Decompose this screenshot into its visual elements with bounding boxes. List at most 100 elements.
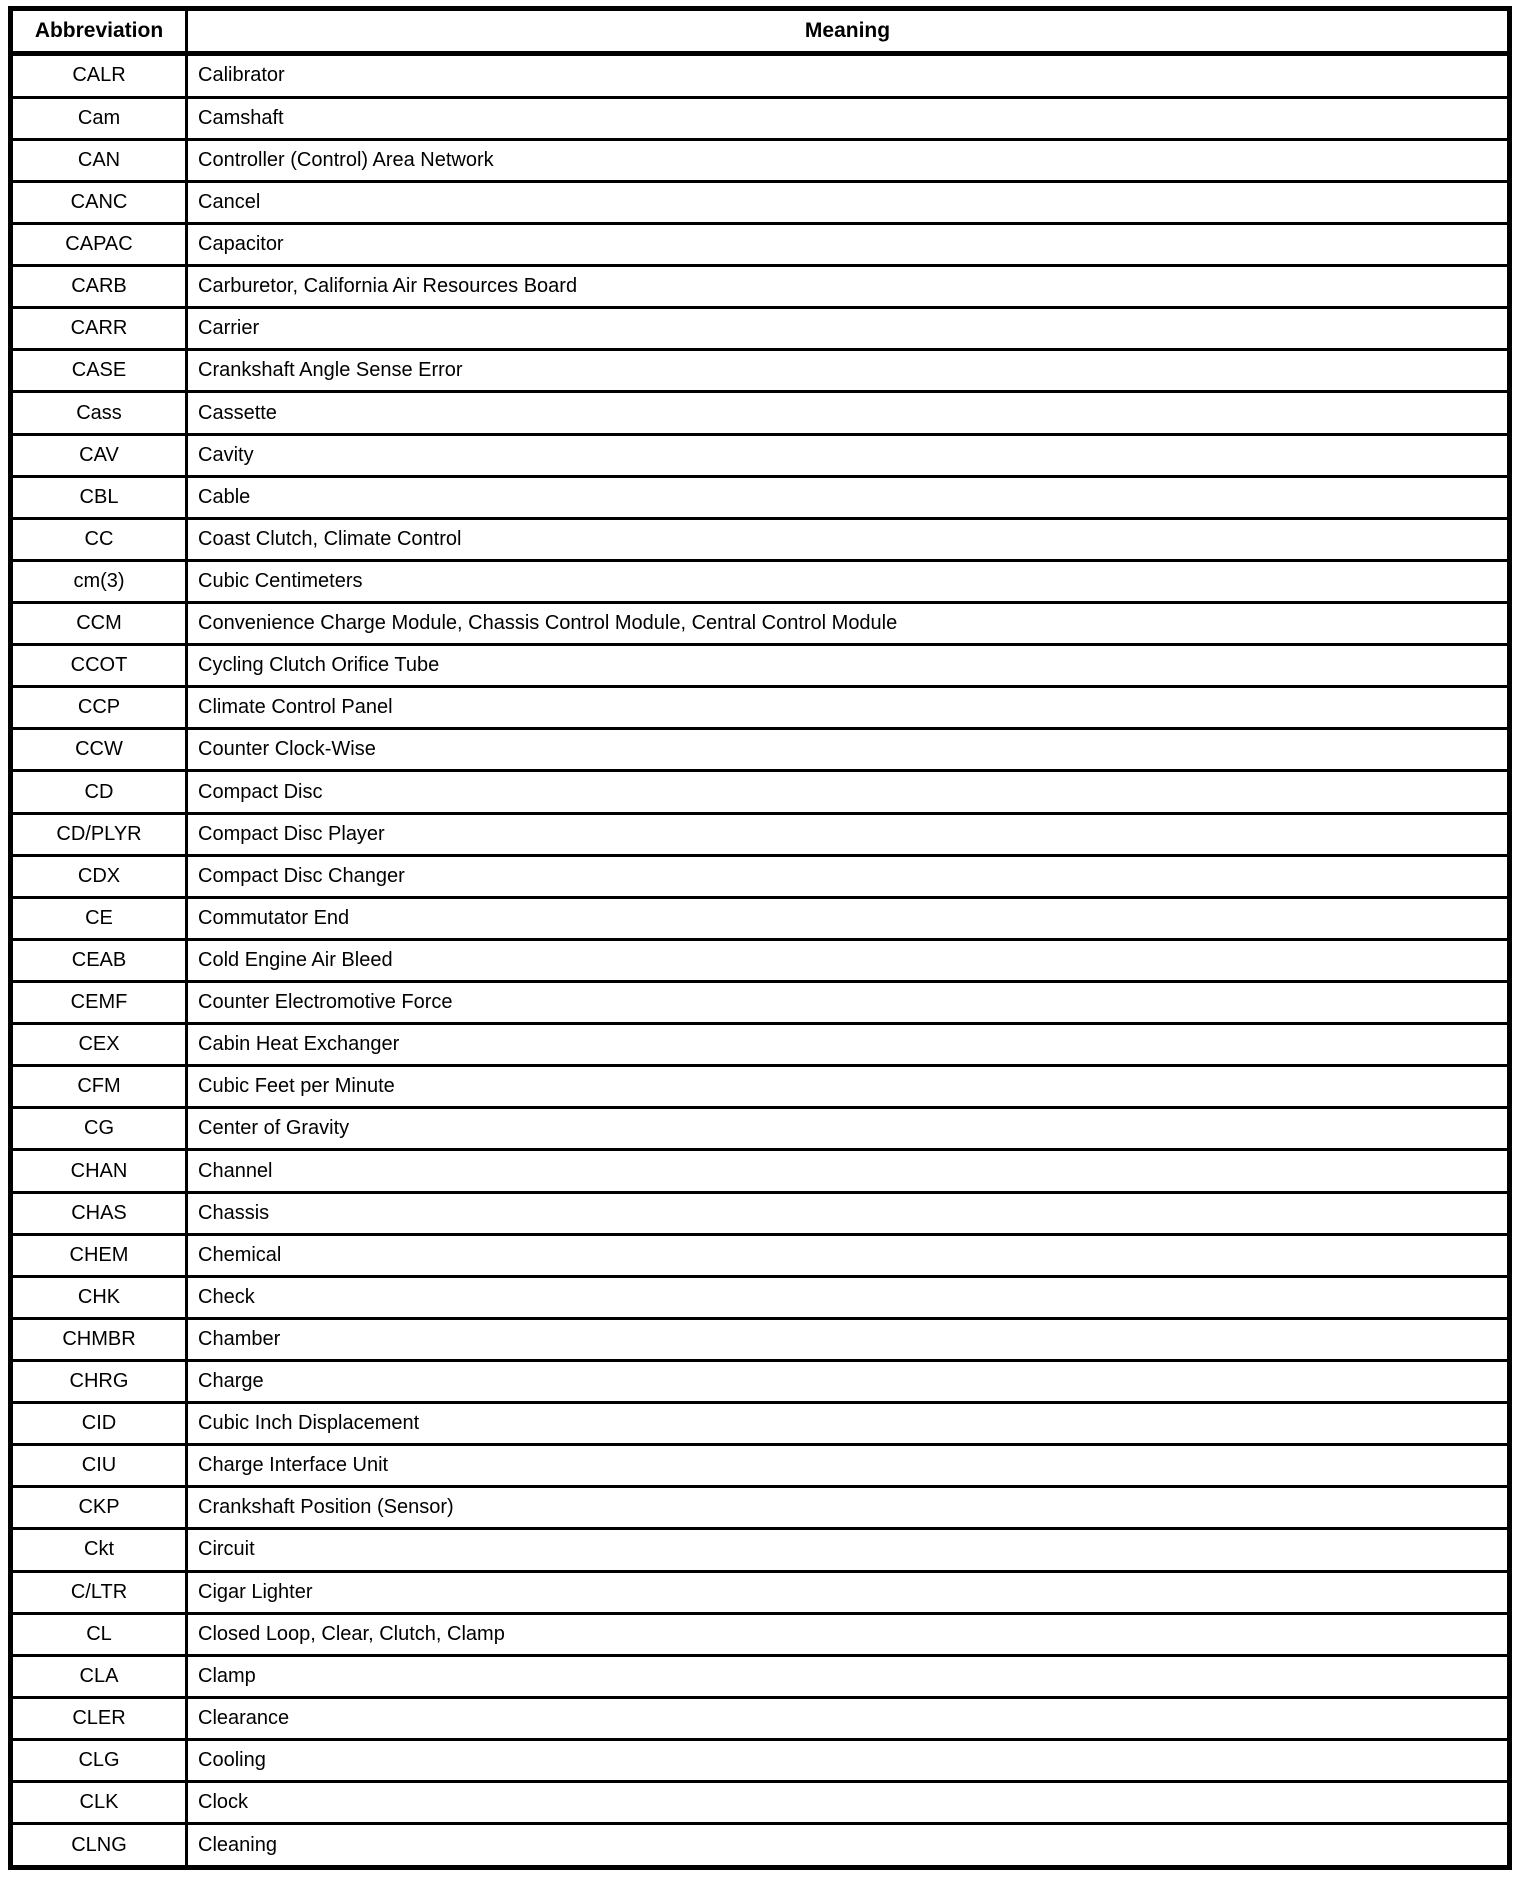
abbreviation-cell: cm(3) xyxy=(9,558,188,605)
abbreviation-cell: CCOT xyxy=(9,643,188,689)
meaning-cell: Counter Clock-Wise xyxy=(185,727,1511,773)
meaning-cell: Controller (Control) Area Network xyxy=(185,137,1511,183)
table-row: Ckt Circuit xyxy=(9,1527,1511,1573)
table-row: CHAN Channel xyxy=(9,1148,1511,1194)
abbreviation-cell: CLA xyxy=(9,1653,188,1699)
table-body: CALR Calibrator Cam Camshaft CAN Control… xyxy=(9,52,1511,1869)
meaning-cell: Cooling xyxy=(185,1737,1511,1784)
abbreviation-cell: CHK xyxy=(9,1274,188,1320)
table-row: CC Coast Clutch, Climate Control xyxy=(9,516,1511,562)
table-row: CASE Crankshaft Angle Sense Error xyxy=(9,348,1511,394)
abbreviation-cell: CHAS xyxy=(9,1190,188,1236)
table-row: CEX Cabin Heat Exchanger xyxy=(9,1022,1511,1068)
table-row: CKP Crankshaft Position (Sensor) xyxy=(9,1485,1511,1531)
meaning-cell: Capacitor xyxy=(185,222,1511,268)
table-row: CHK Check xyxy=(9,1274,1511,1320)
meaning-cell: Cassette xyxy=(185,390,1511,436)
table-row: CALR Calibrator xyxy=(9,52,1511,99)
meaning-cell: Climate Control Panel xyxy=(185,685,1511,731)
abbreviation-cell: CEAB xyxy=(9,937,188,984)
abbreviation-cell: CD/PLYR xyxy=(9,811,188,857)
abbreviation-cell: CFM xyxy=(9,1064,188,1110)
abbreviation-cell: CARR xyxy=(9,306,188,352)
table-row: C/LTR Cigar Lighter xyxy=(9,1569,1511,1615)
abbreviation-cell: CAV xyxy=(9,432,188,478)
table-row: CAV Cavity xyxy=(9,432,1511,478)
table-row: CDX Compact Disc Changer xyxy=(9,853,1511,899)
meaning-cell: Calibrator xyxy=(185,52,1511,99)
table-row: CL Closed Loop, Clear, Clutch, Clamp xyxy=(9,1611,1511,1657)
abbreviation-cell: Cam xyxy=(9,95,188,141)
meaning-cell: Chamber xyxy=(185,1316,1511,1363)
table-row: CG Center of Gravity xyxy=(9,1106,1511,1152)
abbreviation-cell: CHMBR xyxy=(9,1316,188,1363)
meaning-cell: Crankshaft Angle Sense Error xyxy=(185,348,1511,394)
abbreviation-cell: CL xyxy=(9,1611,188,1657)
meaning-cell: Circuit xyxy=(185,1527,1511,1573)
abbreviation-cell: CHAN xyxy=(9,1148,188,1194)
table-row: CLA Clamp xyxy=(9,1653,1511,1699)
meaning-cell: Chemical xyxy=(185,1232,1511,1278)
abbreviation-cell: CDX xyxy=(9,853,188,899)
meaning-cell: Counter Electromotive Force xyxy=(185,980,1511,1026)
meaning-cell: Compact Disc xyxy=(185,769,1511,815)
abbreviation-cell: CANC xyxy=(9,179,188,226)
abbreviation-cell: CG xyxy=(9,1106,188,1152)
abbreviation-cell: CLNG xyxy=(9,1822,188,1869)
abbreviation-cell: CLK xyxy=(9,1780,188,1826)
meaning-cell: Cigar Lighter xyxy=(185,1569,1511,1615)
meaning-cell: Compact Disc Changer xyxy=(185,853,1511,899)
abbreviation-cell: CIU xyxy=(9,1443,188,1489)
meaning-cell: Carrier xyxy=(185,306,1511,352)
meaning-cell: Cubic Centimeters xyxy=(185,558,1511,605)
abbreviations-table: Abbreviation Meaning CALR Calibrator Cam… xyxy=(8,6,1512,1870)
meaning-cell: Chassis xyxy=(185,1190,1511,1236)
table-row: CCM Convenience Charge Module, Chassis C… xyxy=(9,601,1511,647)
abbreviation-cell: CCW xyxy=(9,727,188,773)
table-row: CAPAC Capacitor xyxy=(9,222,1511,268)
meaning-cell: Cleaning xyxy=(185,1822,1511,1869)
table-row: Cam Camshaft xyxy=(9,95,1511,141)
table-row: cm(3) Cubic Centimeters xyxy=(9,558,1511,605)
table-row: CCW Counter Clock-Wise xyxy=(9,727,1511,773)
meaning-cell: Cancel xyxy=(185,179,1511,226)
table-row: CD/PLYR Compact Disc Player xyxy=(9,811,1511,857)
table-row: CHMBR Chamber xyxy=(9,1316,1511,1363)
abbreviation-cell: CID xyxy=(9,1401,188,1447)
abbreviation-cell: CASE xyxy=(9,348,188,394)
abbreviation-cell: CEMF xyxy=(9,980,188,1026)
table-row: CFM Cubic Feet per Minute xyxy=(9,1064,1511,1110)
meaning-cell: Clamp xyxy=(185,1653,1511,1699)
meaning-cell: Cubic Inch Displacement xyxy=(185,1401,1511,1447)
table-row: CCP Climate Control Panel xyxy=(9,685,1511,731)
meaning-cell: Cable xyxy=(185,474,1511,520)
column-header-abbreviation: Abbreviation xyxy=(9,7,188,56)
abbreviation-cell: CKP xyxy=(9,1485,188,1531)
table-row: CCOT Cycling Clutch Orifice Tube xyxy=(9,643,1511,689)
abbreviation-cell: CCP xyxy=(9,685,188,731)
abbreviation-cell: CHRG xyxy=(9,1358,188,1405)
table-row: CARR Carrier xyxy=(9,306,1511,352)
table-row: CLNG Cleaning xyxy=(9,1822,1511,1869)
table-row: CHAS Chassis xyxy=(9,1190,1511,1236)
abbreviation-cell: CC xyxy=(9,516,188,562)
table-row: CARB Carburetor, California Air Resource… xyxy=(9,264,1511,310)
table-row: CIU Charge Interface Unit xyxy=(9,1443,1511,1489)
table-row: CLER Clearance xyxy=(9,1695,1511,1741)
table-row: CID Cubic Inch Displacement xyxy=(9,1401,1511,1447)
column-header-meaning: Meaning xyxy=(185,7,1511,56)
abbreviation-cell: CARB xyxy=(9,264,188,310)
abbreviation-cell: CE xyxy=(9,895,188,941)
table-row: CANC Cancel xyxy=(9,179,1511,226)
abbreviation-cell: CALR xyxy=(9,52,188,99)
table-row: CHEM Chemical xyxy=(9,1232,1511,1278)
meaning-cell: Cavity xyxy=(185,432,1511,478)
meaning-cell: Clearance xyxy=(185,1695,1511,1741)
table-row: CAN Controller (Control) Area Network xyxy=(9,137,1511,183)
meaning-cell: Charge xyxy=(185,1358,1511,1405)
meaning-cell: Clock xyxy=(185,1780,1511,1826)
table-row: CEAB Cold Engine Air Bleed xyxy=(9,937,1511,984)
abbreviation-cell: C/LTR xyxy=(9,1569,188,1615)
abbreviation-cell: CLG xyxy=(9,1737,188,1784)
